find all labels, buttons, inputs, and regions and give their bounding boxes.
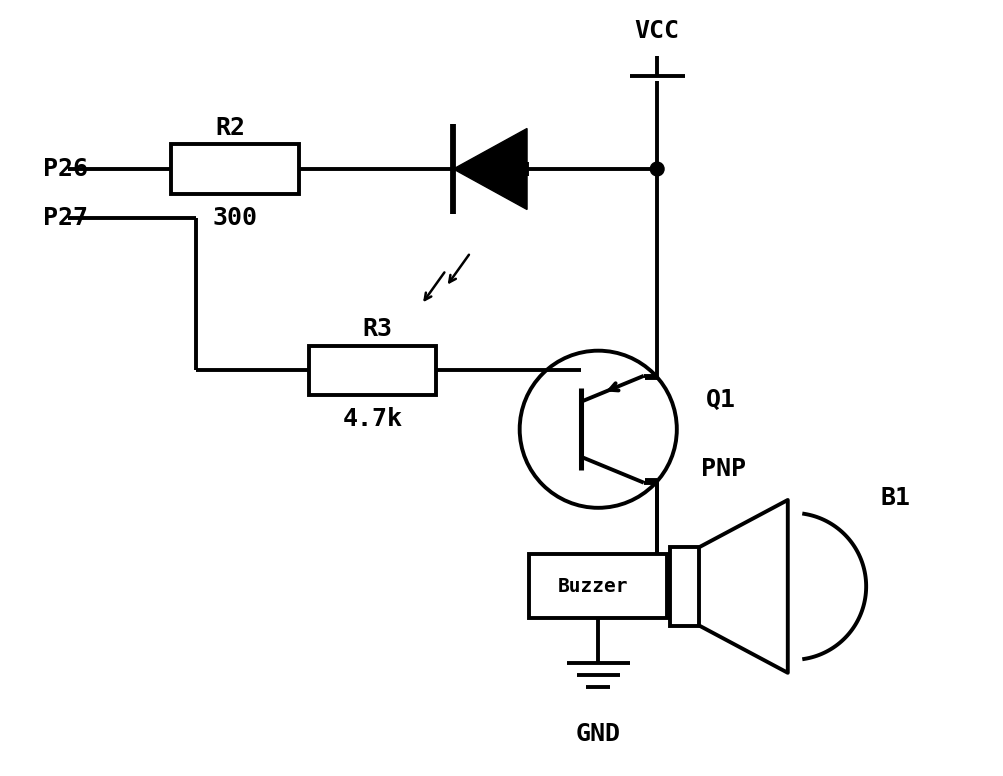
Text: PNP: PNP <box>701 456 745 480</box>
Text: 300: 300 <box>213 206 257 230</box>
Text: P27: P27 <box>43 206 88 230</box>
Text: P26: P26 <box>43 157 88 181</box>
Text: GND: GND <box>575 722 620 746</box>
Text: Buzzer: Buzzer <box>558 577 628 596</box>
Text: R2: R2 <box>215 116 245 140</box>
Bar <box>308 346 435 395</box>
Text: Q1: Q1 <box>705 388 735 412</box>
Text: B1: B1 <box>880 486 910 510</box>
Bar <box>529 555 666 618</box>
Polygon shape <box>453 129 527 210</box>
Bar <box>171 144 299 193</box>
Bar <box>669 547 699 625</box>
Text: R3: R3 <box>362 317 392 341</box>
Circle shape <box>650 162 663 176</box>
Text: VCC: VCC <box>634 19 679 43</box>
Text: 4.7k: 4.7k <box>342 407 402 431</box>
